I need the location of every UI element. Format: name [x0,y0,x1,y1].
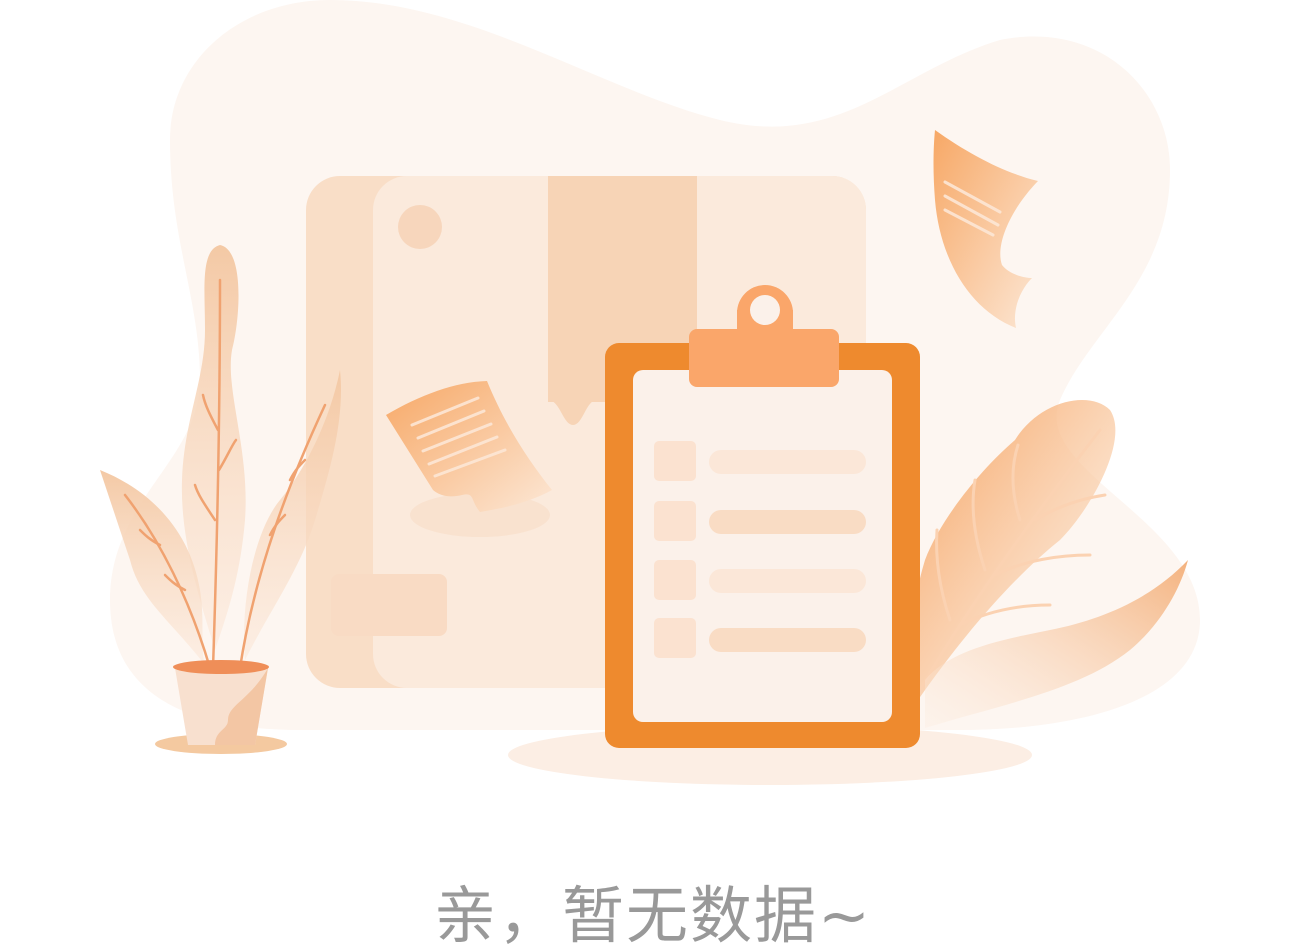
row-checkbox-4 [654,618,696,658]
plant-leaf-right [244,370,341,660]
clipboard-paper [633,370,892,722]
box-hole [398,205,442,249]
row-checkbox-3 [654,560,696,600]
clipboard-rows [654,441,866,658]
flying-paper-left [386,381,552,512]
box-label [331,574,447,636]
row-checkbox-2 [654,501,696,541]
empty-clipboard-illustration [100,0,1200,785]
row-line-4 [709,628,866,652]
plant-leaf-left [100,470,205,665]
leaf-small [925,560,1188,728]
row-checkbox-1 [654,441,696,481]
plant-leaf-center [181,245,246,650]
row-line-1 [709,450,866,474]
empty-message: 亲，暂无数据~ [434,879,872,952]
pot-rim [173,660,269,674]
clipboard-clip-base [689,329,839,387]
flying-paper-right [933,130,1038,328]
row-line-2 [709,510,866,534]
row-line-3 [709,569,866,593]
